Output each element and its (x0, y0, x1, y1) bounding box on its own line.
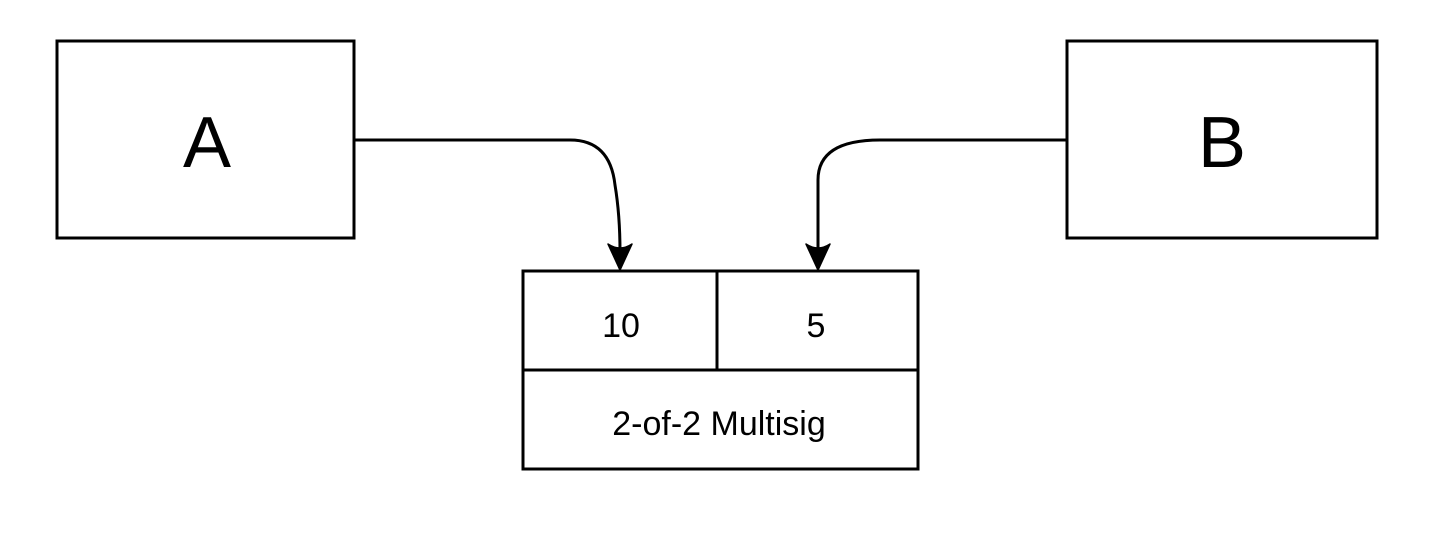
output-cell-script (521, 368, 920, 471)
output-cell-amount-b (715, 269, 920, 372)
output-script-label: 2-of-2 Multisig (612, 405, 826, 443)
connector-b-to-output (805, 138, 1067, 271)
node-a-label: A (183, 103, 231, 183)
connector-a-line (354, 138, 622, 253)
node-a-box (55, 39, 356, 240)
connector-a-to-output (354, 138, 633, 271)
node-b-box (1065, 39, 1379, 240)
output-amount-a: 10 (602, 307, 640, 345)
connector-b-line (816, 138, 1067, 252)
multisig-output[interactable]: 10 5 2-of-2 Multisig (521, 269, 920, 471)
arrowhead-a-icon (607, 243, 633, 271)
node-a[interactable]: A (55, 39, 356, 240)
node-b-label: B (1198, 103, 1246, 183)
node-b[interactable]: B (1065, 39, 1379, 240)
arrowhead-b-icon (805, 243, 831, 271)
output-amount-b: 5 (807, 307, 826, 345)
